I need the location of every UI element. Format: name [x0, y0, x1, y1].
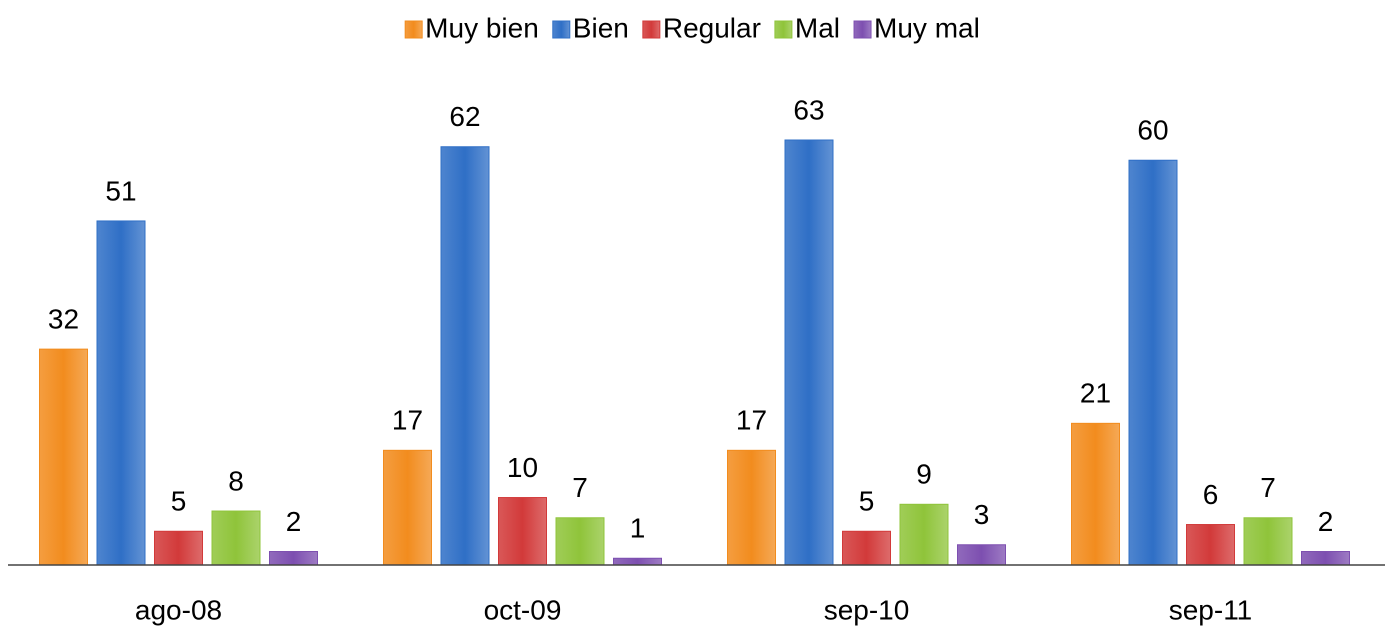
data-label: 7: [1260, 472, 1276, 503]
bar: [440, 146, 490, 566]
legend-swatch: [642, 20, 661, 39]
bar: [899, 503, 949, 566]
data-label: 17: [392, 405, 423, 436]
legend-label: Mal: [795, 12, 840, 43]
data-label: 10: [507, 452, 538, 483]
bar: [727, 449, 776, 566]
data-label: 51: [105, 175, 136, 206]
data-label: 32: [48, 304, 79, 335]
bar: [957, 544, 1006, 566]
bar: [1071, 422, 1120, 566]
data-label: 6: [1203, 479, 1219, 510]
bar: [613, 557, 662, 566]
legend-swatch: [853, 20, 872, 39]
bar: [1128, 159, 1178, 566]
data-label: 62: [449, 101, 480, 132]
legend-label: Regular: [663, 12, 761, 43]
bar: [383, 449, 432, 566]
bar: [1186, 524, 1235, 566]
data-label: 60: [1137, 115, 1168, 146]
x-tick-label: oct-09: [484, 594, 562, 625]
bar: [96, 220, 146, 566]
legend-label: Muy bien: [425, 12, 539, 43]
legend-swatch: [774, 20, 793, 39]
bar: [1301, 551, 1350, 566]
bar: [498, 497, 547, 566]
data-label: 5: [171, 486, 187, 517]
data-label: 63: [793, 94, 824, 125]
data-label: 8: [228, 465, 244, 496]
x-tick-label: sep-11: [1169, 594, 1253, 625]
legend: Muy bien Bien Regular Mal Muy mal: [404, 12, 980, 43]
x-tick-label: ago-08: [135, 594, 222, 625]
bar: [211, 510, 261, 566]
data-label: 5: [859, 486, 875, 517]
data-label: 3: [974, 499, 990, 530]
x-tick-label: sep-10: [824, 594, 910, 625]
bar: [39, 348, 88, 566]
data-label: 1: [630, 513, 646, 544]
legend-label: Bien: [573, 12, 629, 43]
legend-swatch: [404, 20, 423, 39]
bar: [1243, 517, 1293, 566]
bar: [842, 530, 891, 566]
data-label: 2: [286, 506, 302, 537]
legend-swatch: [552, 20, 571, 39]
legend-label: Muy mal: [874, 12, 980, 43]
bar: [154, 530, 203, 566]
data-label: 17: [736, 405, 767, 436]
data-label: 2: [1318, 506, 1334, 537]
data-label: 7: [572, 472, 588, 503]
bar: [784, 139, 834, 566]
bar: [269, 551, 318, 566]
bar: [555, 517, 605, 566]
data-label: 21: [1080, 378, 1111, 409]
data-label: 9: [916, 459, 932, 490]
